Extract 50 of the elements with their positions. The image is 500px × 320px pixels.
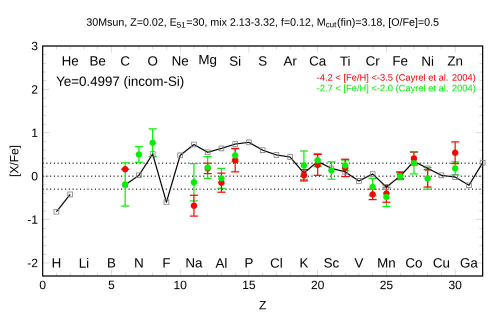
text: -4.2 < [Fe/H] <-3.5 (Cayrel et al. 2004): [317, 74, 476, 83]
x-tick-label: 20: [312, 280, 324, 290]
x-tick-label: 5: [108, 280, 114, 290]
annotation: H: [52, 258, 60, 268]
annotation: P: [246, 258, 253, 268]
y-tick-label: 1: [32, 128, 38, 137]
annotation: Ne: [172, 56, 188, 66]
x-tick-label: 0: [40, 280, 46, 290]
annotation: Li: [80, 258, 88, 268]
annotation: Co: [406, 258, 422, 268]
annotation: F: [163, 258, 170, 268]
annotation: B: [108, 258, 116, 268]
x-tick-label: 15: [243, 280, 256, 290]
annotation: Ni: [422, 56, 434, 66]
annotation: Si: [230, 56, 240, 66]
y-tick-label: 2: [32, 85, 38, 94]
y-tick-label: -2: [28, 258, 38, 268]
annotation: He: [62, 56, 78, 66]
annotation: C: [121, 56, 130, 66]
x-axis-title: Z: [259, 301, 266, 310]
annotation: Ye=0.4997 (incom-Si): [56, 76, 184, 89]
annotation: Be: [90, 56, 106, 66]
annotation: Al: [216, 258, 226, 268]
annotation: Ga: [460, 258, 478, 268]
annotation: V: [354, 258, 364, 268]
annotation: Ca: [310, 56, 326, 66]
annotation: Cl: [270, 258, 282, 268]
annotation: N: [135, 258, 143, 268]
annotation: Ar: [284, 56, 297, 66]
annotation: S: [258, 56, 266, 66]
annotation: Cu: [434, 258, 450, 268]
x-tick-label: 25: [380, 280, 393, 290]
y-tick-label: 0: [32, 172, 38, 180]
y-axis-title: [X/Fe]: [10, 146, 21, 176]
annotation: O: [148, 56, 158, 66]
y-tick-label: 3: [32, 42, 38, 50]
annotation: Sc: [324, 258, 339, 268]
x-tick-label: 30: [448, 280, 462, 290]
annotation: K: [300, 258, 308, 268]
annotation: Mg: [199, 54, 216, 67]
annotation: Mn: [378, 258, 395, 268]
text: -2.7 < [Fe/H] <-2.0 (Cayrel et al. 2004): [317, 84, 476, 94]
annotation: Fe: [393, 56, 408, 66]
y-tick-label: -1: [28, 215, 38, 224]
chart-title: 30Msun, Z=0.02, E$_{51}$=30, mix 2.13-3.32, f=0.12, M$_{cut}$(fin)=3.18, [O/Fe]=0.5: [86, 18, 439, 28]
annotation: Ti: [340, 56, 350, 66]
annotation: Zn: [448, 56, 462, 66]
annotation: Na: [186, 258, 202, 268]
x-tick-label: 10: [174, 280, 186, 290]
annotation: Cr: [366, 56, 380, 66]
